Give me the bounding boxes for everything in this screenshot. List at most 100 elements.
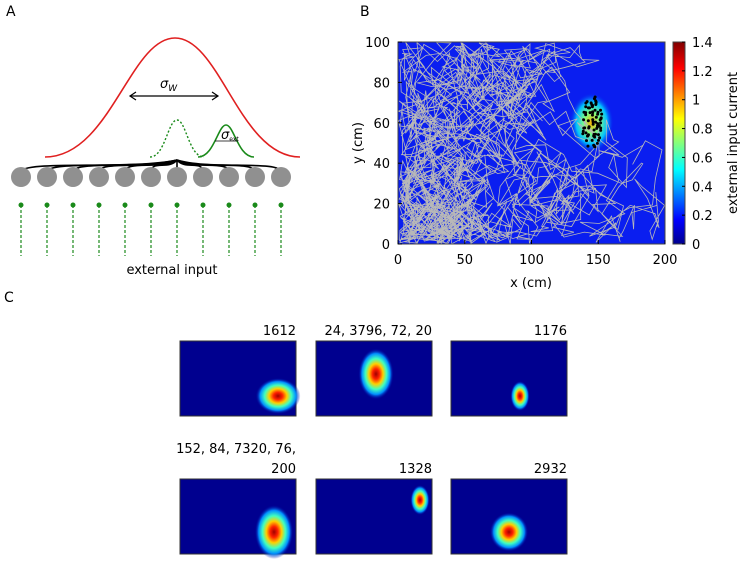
rate-field: [489, 512, 529, 552]
y-tick-label: 20: [373, 198, 390, 213]
spike: [599, 117, 603, 121]
spike: [584, 113, 588, 117]
spike: [585, 100, 589, 104]
x-axis-label: x (cm): [510, 276, 552, 291]
map-title: 1176: [534, 324, 567, 339]
rate-field: [254, 505, 294, 559]
spike: [596, 133, 600, 137]
spike: [592, 132, 596, 136]
rate-field: [410, 485, 430, 515]
map-title: 1328: [399, 462, 432, 477]
spike: [593, 95, 597, 99]
map-title: 152, 84, 7320, 76,: [176, 442, 296, 457]
rate-field: [510, 381, 530, 411]
map-title: 2932: [534, 462, 567, 477]
spike: [595, 141, 599, 145]
panel-b: B 0 50 100 150 200 0 20 40 60 80 100 x (cm) y (cm) 0 0…: [351, 4, 741, 291]
map-title: 200: [271, 462, 296, 477]
spike: [590, 138, 594, 142]
neuron: [115, 167, 135, 187]
neuron: [63, 167, 83, 187]
spike: [587, 125, 591, 129]
panel-a: A σW σext external input: [6, 4, 301, 278]
spike: [598, 136, 602, 140]
spike: [595, 124, 599, 128]
neuron: [245, 167, 265, 187]
spike: [581, 129, 585, 133]
spike: [592, 128, 596, 132]
spike: [582, 118, 586, 122]
colorbar-tick-label: 0.4: [692, 180, 713, 195]
spike: [584, 131, 588, 135]
spike: [594, 99, 598, 103]
spike: [591, 122, 595, 126]
spike: [584, 139, 588, 143]
spike: [593, 135, 597, 139]
y-tick-label: 100: [365, 36, 390, 51]
spike: [588, 111, 592, 115]
neuron: [271, 167, 291, 187]
spike: [599, 121, 603, 125]
spike: [600, 112, 604, 116]
spike: [593, 108, 597, 112]
rate-field: [255, 378, 301, 414]
spike: [591, 120, 595, 124]
x-tick-label: 50: [456, 253, 473, 268]
trajectory-layer: [398, 42, 665, 244]
input-dotted: [149, 119, 205, 158]
colorbar-tick-label: 1.4: [692, 36, 713, 51]
trajectory: [398, 42, 665, 244]
panel-c: C 1612 24, 3796, 72, 20 1176 152, 84, 7320,…: [4, 290, 568, 559]
x-tick-label: 150: [586, 253, 611, 268]
colorbar-tick-label: 0: [692, 238, 700, 253]
panel-label: C: [4, 290, 14, 306]
rate-field: [358, 348, 394, 400]
y-tick-label: 60: [373, 117, 390, 132]
spike: [582, 126, 586, 130]
spike: [596, 138, 600, 142]
arrowheads: [128, 91, 220, 101]
spike: [596, 112, 600, 116]
colorbar-tick-label: 0.2: [692, 209, 713, 224]
x-tick-label: 0: [394, 253, 402, 268]
spike: [592, 143, 596, 147]
neuron: [193, 167, 213, 187]
spike: [599, 128, 603, 132]
spike: [586, 134, 590, 138]
y-tick-label: 0: [382, 238, 390, 253]
neuron: [89, 167, 109, 187]
map-title: 24, 3796, 72, 20: [324, 324, 432, 339]
spike: [594, 115, 598, 119]
recurrent-kernel: [44, 37, 301, 158]
colorbar-tick-label: 1: [692, 94, 700, 109]
spike: [586, 106, 590, 110]
spike: [586, 144, 590, 148]
spike: [584, 105, 588, 109]
neuron: [37, 167, 57, 187]
spike: [590, 113, 594, 117]
panel-label: A: [6, 4, 16, 20]
spike: [581, 132, 585, 136]
spike: [586, 119, 590, 123]
field-blob: [569, 92, 614, 153]
panel-label: B: [360, 4, 370, 20]
colorbar-tick-label: 0.8: [692, 123, 713, 138]
y-axis-label: y (cm): [351, 122, 366, 164]
spike: [599, 126, 603, 130]
y-tick-label: 80: [373, 76, 390, 91]
neuron: [167, 167, 187, 187]
input-label: external input: [126, 263, 217, 278]
neuron: [219, 167, 239, 187]
colorbar-tick-label: 0.6: [692, 151, 713, 166]
rate-map: [450, 340, 568, 417]
y-tick-label: 40: [373, 157, 390, 172]
neuron: [11, 167, 31, 187]
x-tick-label: 200: [653, 253, 678, 268]
sigma-ext: σext: [221, 128, 239, 143]
neuron: [141, 167, 161, 187]
map-title: 1612: [263, 324, 296, 339]
x-tick-label: 100: [519, 253, 544, 268]
colorbar: [672, 41, 686, 245]
sigma-w: σW: [160, 77, 178, 94]
